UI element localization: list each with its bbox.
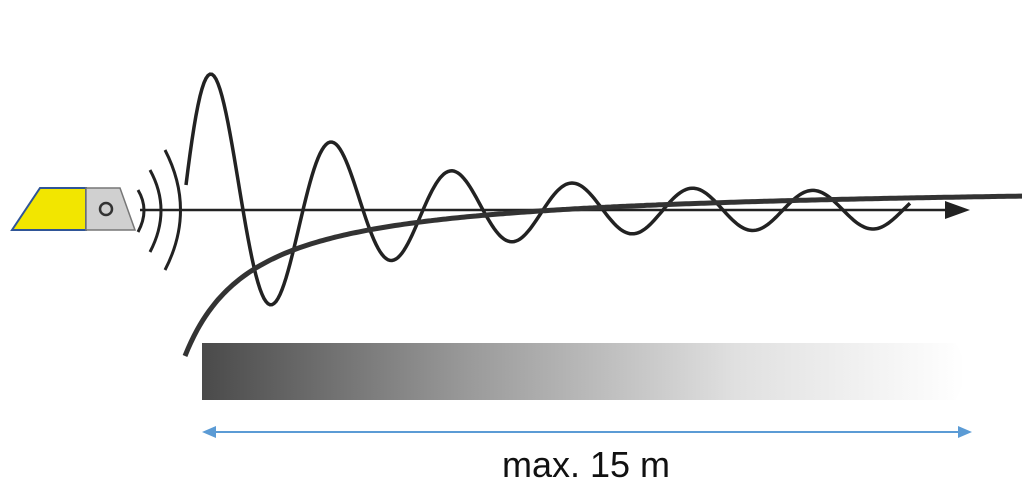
dimension-arrowhead (958, 426, 972, 438)
dimension-arrowhead (202, 426, 216, 438)
range-label: max. 15 m (502, 444, 670, 485)
axis-arrowhead (945, 201, 970, 219)
sensor-body (10, 187, 87, 231)
range-bar (202, 343, 965, 400)
sensor-head (85, 187, 137, 231)
damped-wave (184, 72, 912, 307)
sensor-eye (98, 201, 114, 217)
envelope-curve (182, 193, 1022, 357)
